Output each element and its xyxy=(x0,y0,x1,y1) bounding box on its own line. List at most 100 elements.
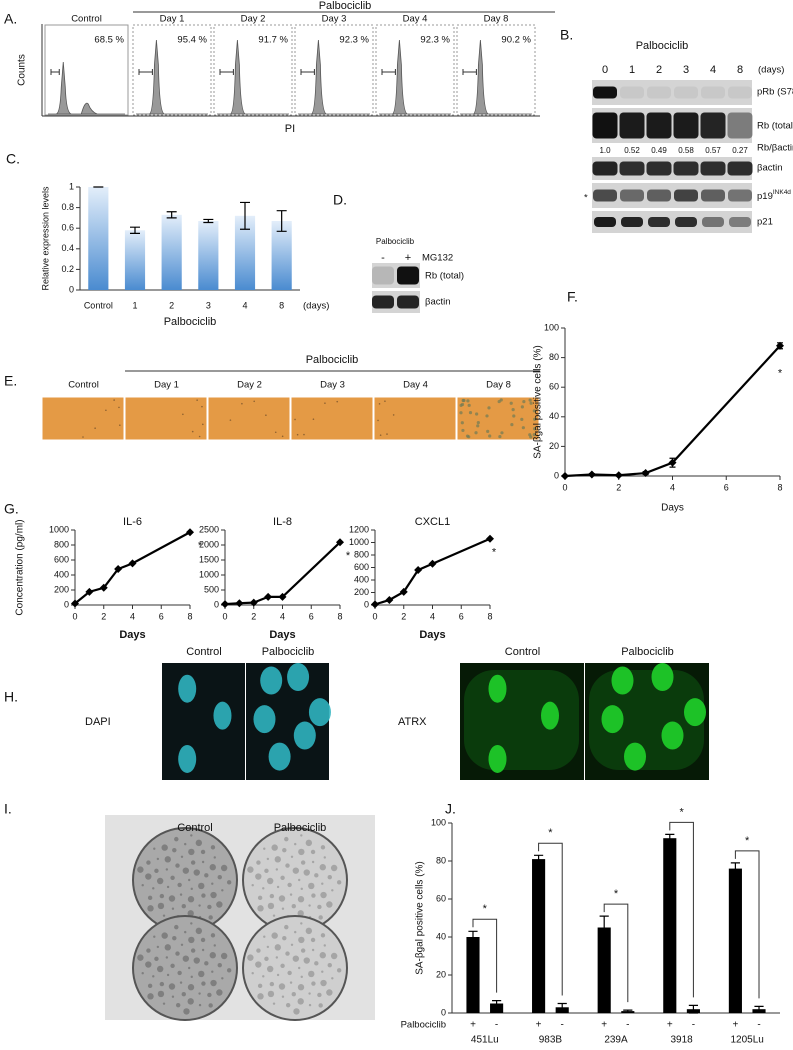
sample-label: Day 3 xyxy=(320,380,345,391)
chart-title: IL-6 xyxy=(123,516,142,528)
y-tick-label: 500 xyxy=(204,584,219,594)
y-tick-label: 0 xyxy=(214,599,219,609)
colony xyxy=(331,977,334,980)
row-label: Rb (total) xyxy=(757,121,793,132)
x-tick-label: 0 xyxy=(222,611,227,621)
cytoplasm xyxy=(464,670,579,770)
marker xyxy=(221,600,229,609)
colony xyxy=(272,914,276,917)
band xyxy=(620,86,644,99)
colony xyxy=(164,856,171,863)
colony xyxy=(198,1003,202,1007)
marker xyxy=(114,565,123,573)
group-label: Palbociclib xyxy=(319,0,372,12)
y-axis-label: SA-βgal positive cells (%) xyxy=(533,345,544,459)
colony xyxy=(266,857,270,861)
colony xyxy=(290,943,294,947)
cell xyxy=(82,436,84,438)
colony xyxy=(210,979,217,987)
annotation: * xyxy=(614,888,619,900)
y-tick-label: 800 xyxy=(354,549,369,559)
y-tick-label: 2500 xyxy=(199,524,219,534)
cell xyxy=(533,417,537,421)
percentage: 68.5 % xyxy=(94,35,124,46)
colony xyxy=(318,915,323,920)
histogram-peak xyxy=(136,39,208,115)
bar xyxy=(532,859,546,1013)
band xyxy=(648,217,670,227)
colony xyxy=(145,873,152,880)
colony xyxy=(282,847,287,853)
colony xyxy=(190,922,193,925)
marker xyxy=(776,341,784,350)
x-tick-label: 8 xyxy=(777,482,782,492)
histogram-box xyxy=(132,24,212,116)
colony xyxy=(275,956,279,959)
band xyxy=(727,161,753,176)
marker xyxy=(614,471,623,480)
colony xyxy=(190,887,193,891)
colony xyxy=(175,863,180,868)
annotation: * xyxy=(745,835,750,847)
colony xyxy=(221,889,224,892)
group-label: Palbociclib xyxy=(306,354,359,366)
colony xyxy=(154,868,159,874)
asterisk: * xyxy=(584,193,588,204)
colony xyxy=(262,975,265,978)
ratio: 1.0 xyxy=(599,146,611,155)
band xyxy=(675,217,697,227)
colony xyxy=(209,864,216,871)
x-tick-label: 3 xyxy=(206,300,211,310)
nucleus xyxy=(287,663,310,692)
colony xyxy=(257,895,263,901)
colony xyxy=(276,973,280,977)
y-tick-label: 0 xyxy=(69,284,74,294)
nucleus xyxy=(260,666,283,695)
cell xyxy=(94,427,96,430)
colony xyxy=(294,842,297,846)
band xyxy=(728,86,752,99)
band xyxy=(701,86,725,99)
colony xyxy=(321,882,324,885)
cell xyxy=(475,412,479,416)
band xyxy=(700,112,726,139)
colony xyxy=(317,904,322,910)
cell xyxy=(528,398,532,402)
cell xyxy=(196,399,198,401)
nucleus xyxy=(488,674,507,703)
colony xyxy=(184,930,187,934)
colony xyxy=(319,952,326,959)
colony xyxy=(216,901,223,908)
series-label: + xyxy=(601,1020,607,1031)
y-tick-label: 60 xyxy=(549,382,559,392)
series-label: - xyxy=(495,1020,498,1031)
colony xyxy=(201,860,205,864)
bracket xyxy=(669,821,694,998)
nucleus xyxy=(651,663,674,692)
colony xyxy=(180,855,184,859)
plate xyxy=(242,915,348,1021)
panel-label: E. xyxy=(4,373,17,389)
error-bar xyxy=(623,1009,633,1013)
colony xyxy=(300,922,303,925)
colony xyxy=(141,971,144,975)
marker xyxy=(371,600,379,609)
sample-label: Control xyxy=(71,14,102,25)
error-bar xyxy=(240,201,250,230)
panel-label: C. xyxy=(6,151,20,167)
sample-label: Day 4 xyxy=(403,14,428,25)
colony xyxy=(297,878,301,882)
treatment-label: Palbociclib xyxy=(376,237,415,246)
colony xyxy=(267,990,275,998)
colony xyxy=(331,889,334,892)
x-tick-label: 0 xyxy=(562,482,567,492)
nucleus xyxy=(213,701,232,730)
colony xyxy=(323,856,326,859)
lane-label: 0 xyxy=(602,64,608,76)
marker xyxy=(71,599,79,608)
colony xyxy=(311,860,315,864)
colony xyxy=(177,970,182,976)
image xyxy=(460,663,584,780)
band xyxy=(700,161,726,176)
marker xyxy=(486,534,494,543)
